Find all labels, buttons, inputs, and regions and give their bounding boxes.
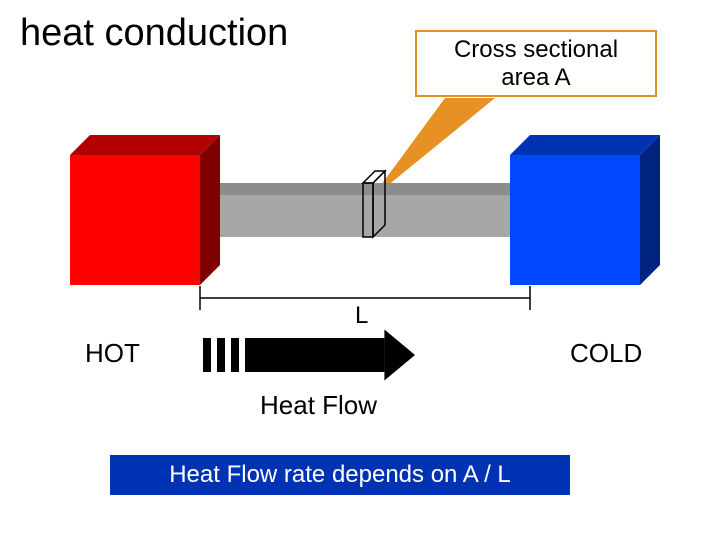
cold-label: COLD [570,338,642,369]
length-label: L [355,302,368,330]
callout-line1: Cross sectional [454,36,618,63]
heat-flow-label: Heat Flow [260,390,377,421]
page-title: heat conduction [20,12,288,55]
cross-section-callout: Cross sectional area A [415,30,657,97]
hot-label: HOT [85,338,140,369]
formula-bar: Heat Flow rate depends on A / L [110,455,570,495]
callout-line2: area A [501,64,570,91]
